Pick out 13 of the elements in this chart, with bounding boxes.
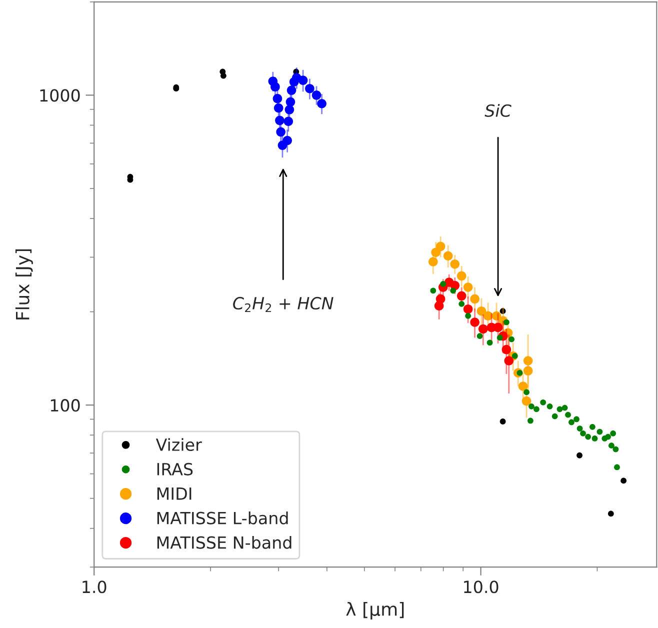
legend-label: IRAS <box>157 462 193 476</box>
legend-label: Vizier <box>156 438 202 451</box>
legend-label: MATISSE L-band <box>157 511 288 524</box>
annotation: C$_{2}$H$_{2}$ + HCN <box>233 296 334 312</box>
annotation: SiC <box>484 104 512 117</box>
x-axis-title: λ [μm] <box>346 602 404 620</box>
legend-label: MATISSE N-band <box>157 536 292 549</box>
y-tick-label: 100 <box>50 399 80 412</box>
y-axis-title: Flux [Jy] <box>15 249 33 320</box>
y-tick-label: 1000 <box>40 89 80 102</box>
legend-label: MIDI <box>157 488 192 500</box>
x-tick-label: 1.0 <box>82 580 106 594</box>
x-tick-label: 10.0 <box>464 580 498 594</box>
